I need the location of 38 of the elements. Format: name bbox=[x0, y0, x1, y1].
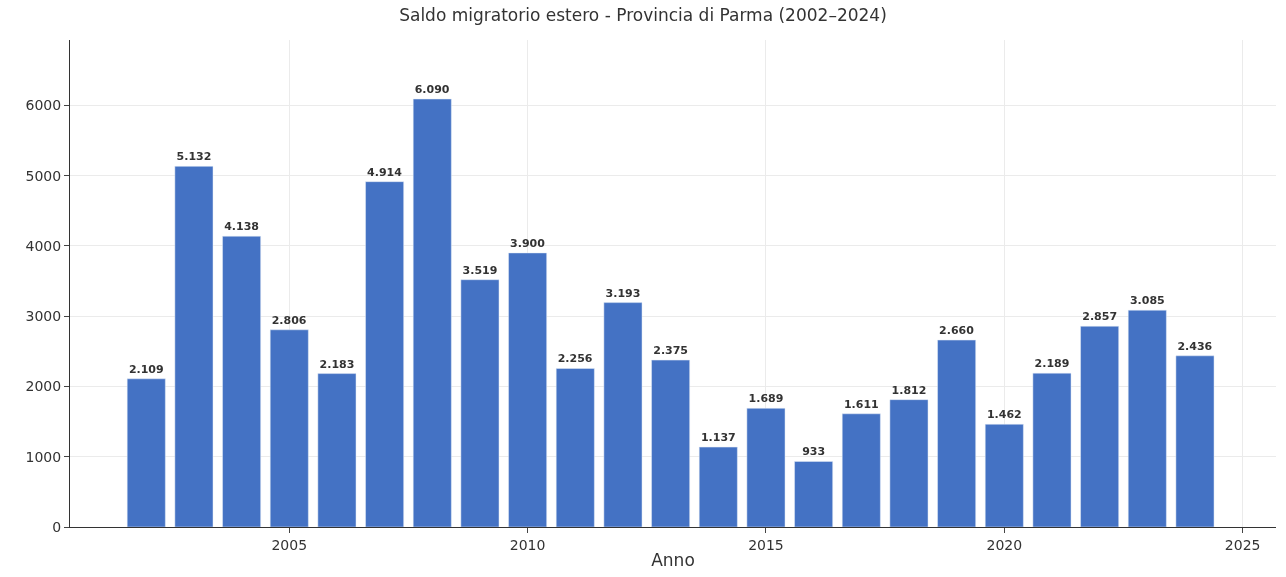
y-tick-label: 2000 bbox=[25, 378, 62, 395]
y-tick-label: 5000 bbox=[25, 167, 62, 184]
data-label: 5.132 bbox=[176, 150, 212, 164]
bar bbox=[794, 461, 833, 527]
data-label: 2.375 bbox=[653, 344, 689, 358]
data-label: 1.689 bbox=[748, 392, 784, 406]
data-label: 2.109 bbox=[128, 362, 164, 376]
data-label: 3.085 bbox=[1129, 294, 1165, 308]
y-tick-label: 6000 bbox=[25, 97, 62, 114]
x-tick-label: 2020 bbox=[986, 536, 1023, 553]
data-label: 1.812 bbox=[891, 383, 927, 397]
data-label: 2.857 bbox=[1082, 310, 1118, 324]
y-tick-label: 4000 bbox=[25, 237, 62, 254]
data-label: 1.137 bbox=[700, 431, 736, 445]
data-label: 4.138 bbox=[224, 220, 259, 234]
data-label: 933 bbox=[802, 445, 826, 459]
x-tick-label: 2015 bbox=[748, 536, 784, 553]
data-label: 2.183 bbox=[319, 357, 355, 371]
data-label: 3.519 bbox=[462, 263, 498, 277]
x-axis-title: Anno bbox=[651, 550, 695, 571]
data-label: 2.256 bbox=[557, 352, 593, 366]
y-tick-label: 3000 bbox=[25, 308, 62, 325]
data-label: 3.193 bbox=[605, 286, 641, 300]
data-label: 2.660 bbox=[939, 324, 975, 338]
data-label: 4.914 bbox=[367, 165, 403, 179]
data-label: 1.611 bbox=[843, 397, 879, 411]
data-label: 6.090 bbox=[414, 83, 450, 97]
data-label: 2.806 bbox=[271, 313, 307, 327]
x-tick-label: 2025 bbox=[1224, 536, 1261, 553]
y-tick-label: 0 bbox=[52, 518, 62, 535]
x-tick-label: 2010 bbox=[509, 536, 546, 553]
y-tick-label: 1000 bbox=[25, 448, 62, 465]
data-label: 2.436 bbox=[1177, 339, 1213, 353]
data-label: 2.189 bbox=[1034, 357, 1070, 371]
chart-title: Saldo migratorio estero - Provincia di Parma (2002–2024) bbox=[399, 4, 887, 25]
data-label: 3.900 bbox=[510, 236, 546, 250]
data-label: 1.462 bbox=[986, 408, 1022, 422]
x-tick-label: 2005 bbox=[271, 536, 308, 553]
